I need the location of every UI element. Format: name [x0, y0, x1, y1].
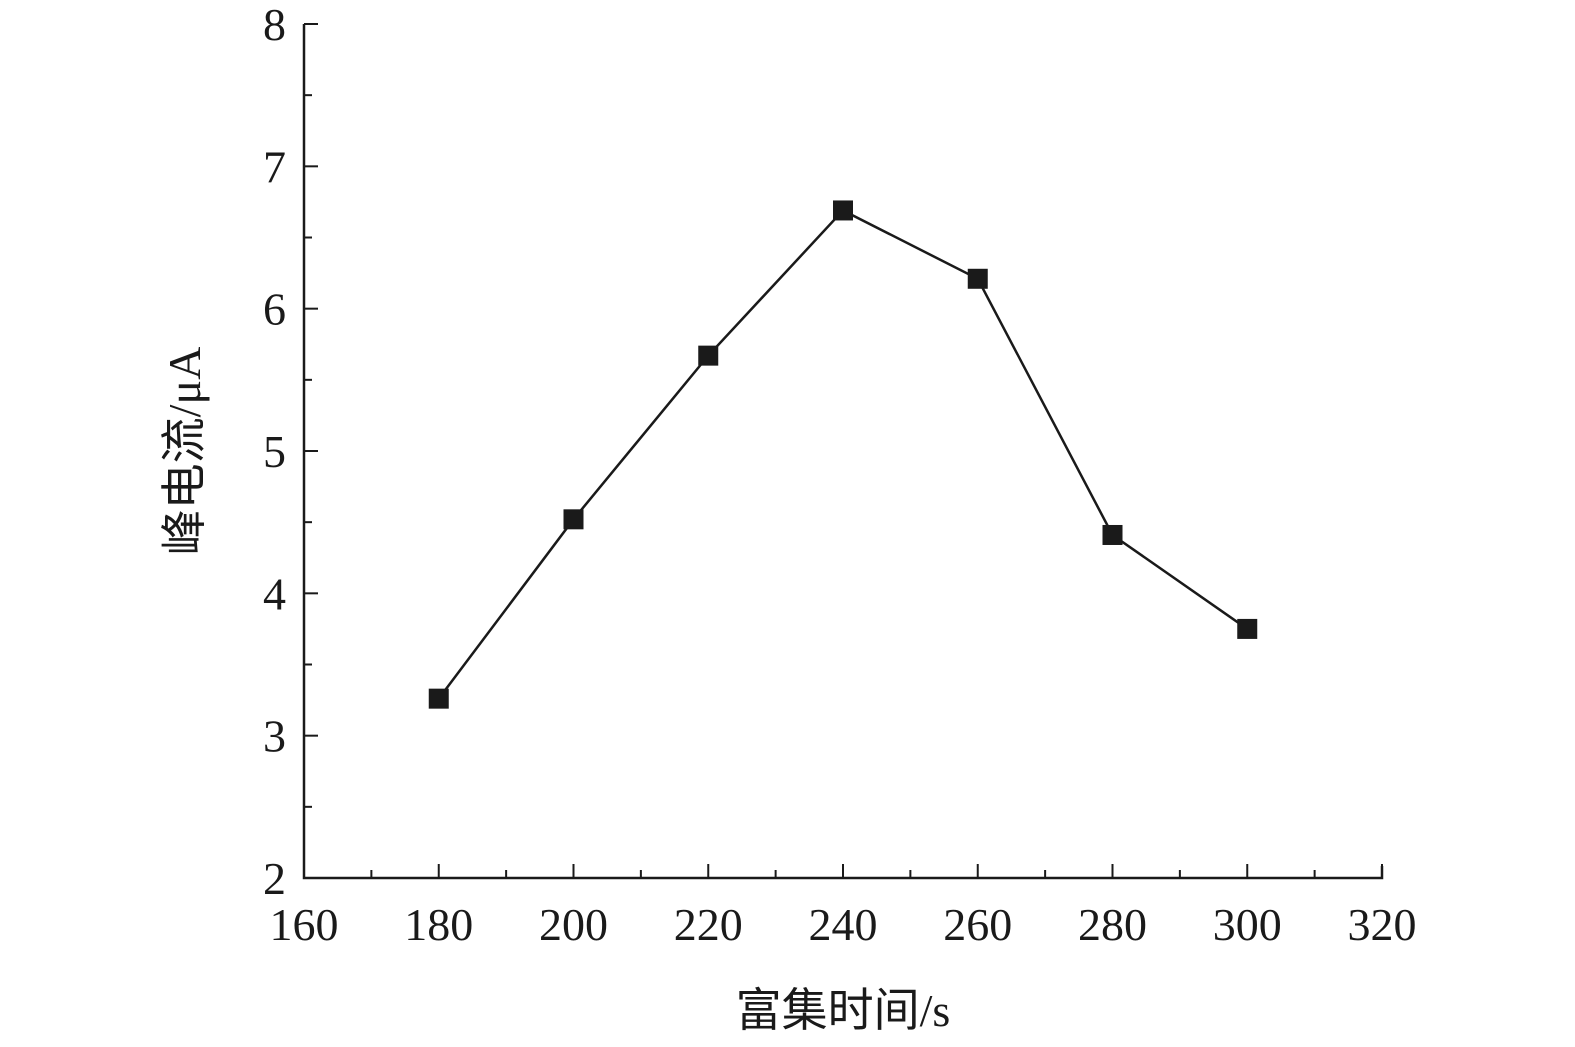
- x-tick-label: 220: [674, 899, 743, 950]
- y-tick-label: 5: [263, 426, 286, 477]
- x-axis-ticks: 160 180 200 220 240 260 280 300 320: [270, 864, 1417, 950]
- y-tick-label: 7: [263, 141, 286, 192]
- x-tick-label: 180: [404, 899, 473, 950]
- x-tick-label: 240: [809, 899, 878, 950]
- x-axis-title: 富集时间/s: [736, 985, 951, 1036]
- y-axis-title: 峰电流/μA: [159, 347, 210, 556]
- x-tick-label: 160: [270, 899, 339, 950]
- x-tick-label: 280: [1078, 899, 1147, 950]
- y-tick-label: 3: [263, 711, 286, 762]
- data-point-marker: [967, 268, 988, 289]
- data-point-marker: [428, 688, 449, 709]
- data-point-marker: [1102, 524, 1123, 545]
- x-tick-label: 300: [1213, 899, 1282, 950]
- x-tick-label: 320: [1348, 899, 1417, 950]
- data-point-marker: [1237, 618, 1258, 639]
- data-series: [428, 200, 1258, 709]
- axis-frame: [302, 24, 1384, 880]
- y-tick-label: 4: [263, 568, 286, 619]
- y-axis-ticks: 2 3 4 5 6 7 8: [263, 0, 318, 904]
- data-point-marker: [698, 345, 719, 366]
- y-tick-label: 8: [263, 0, 286, 50]
- series-line: [437, 208, 1248, 700]
- y-tick-label: 6: [263, 284, 286, 335]
- y-tick-label: 2: [263, 853, 286, 904]
- data-point-marker: [833, 200, 853, 221]
- x-tick-label: 200: [539, 899, 608, 950]
- data-point-marker: [563, 509, 584, 530]
- x-tick-label: 260: [943, 899, 1012, 950]
